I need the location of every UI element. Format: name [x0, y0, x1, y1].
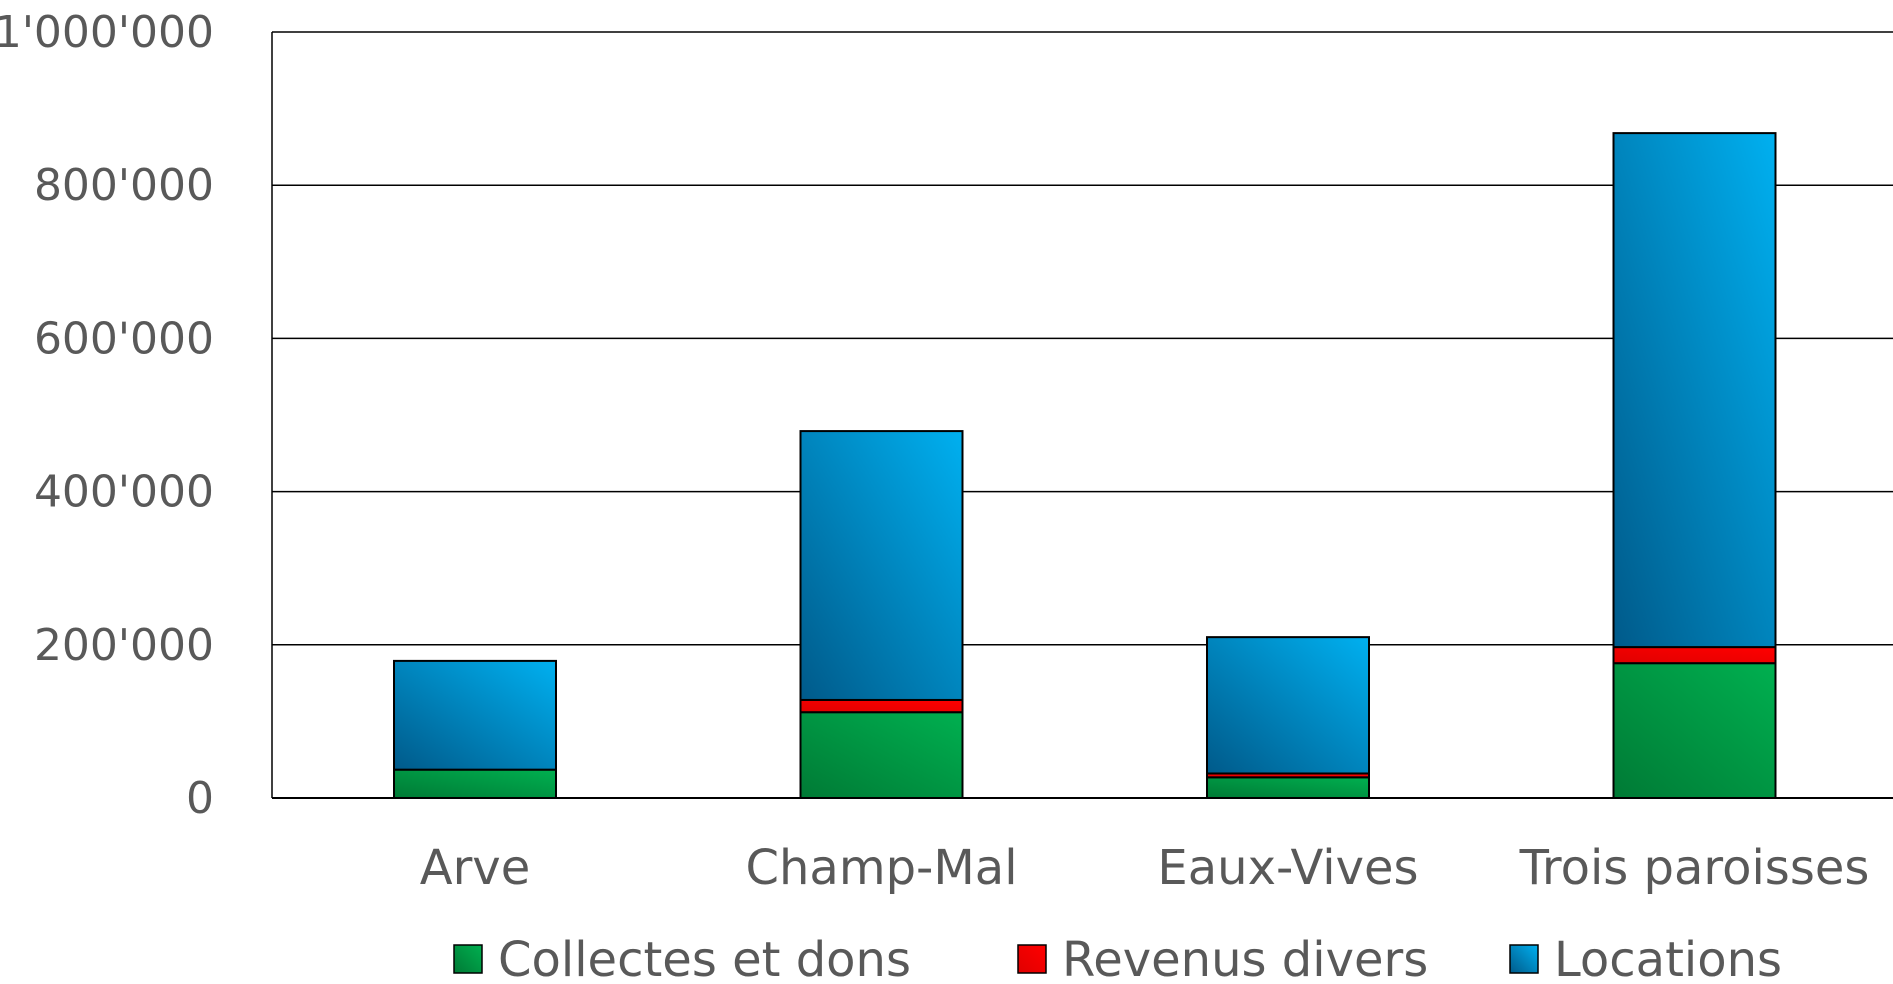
legend-swatch: [1017, 944, 1047, 974]
x-axis-category-labels: Arve Champ-Mal Eaux-Vives Trois paroisses: [420, 840, 1870, 896]
legend: Collectes et dons Revenus divers Locations: [453, 932, 1782, 984]
bar-segment: [393, 659, 557, 771]
legend-swatch: [1509, 944, 1539, 974]
bar-segment: [393, 768, 557, 800]
y-axis-tick-labels: 0 200'000 400'000 600'000 800'000 1'000'000: [0, 7, 214, 824]
legend-label: Revenus divers: [1062, 932, 1428, 984]
bar-segment: [799, 711, 964, 800]
y-tick-label: 0: [186, 773, 214, 824]
x-category-label: Champ-Mal: [745, 840, 1017, 896]
y-tick-label: 1'000'000: [0, 7, 214, 58]
legend-swatch: [453, 944, 483, 974]
y-tick-label: 200'000: [34, 620, 214, 671]
bar-segment: [1206, 636, 1370, 775]
x-category-label: Trois paroisses: [1519, 840, 1870, 896]
legend-label: Locations: [1554, 932, 1782, 984]
x-category-label: Eaux-Vives: [1157, 840, 1418, 896]
y-tick-label: 600'000: [34, 313, 214, 364]
legend-label: Collectes et dons: [498, 932, 911, 984]
bars: [393, 132, 1777, 800]
x-category-label: Arve: [420, 840, 531, 896]
bar-segment: [799, 698, 964, 714]
axes: [271, 32, 1893, 799]
bar-segment: [799, 430, 964, 701]
bar-segment: [1612, 132, 1777, 649]
bar-segment: [1206, 776, 1370, 799]
y-tick-label: 800'000: [34, 160, 214, 211]
bar-segment: [1612, 646, 1777, 665]
bar-segment: [1612, 662, 1777, 800]
y-tick-label: 400'000: [34, 467, 214, 518]
